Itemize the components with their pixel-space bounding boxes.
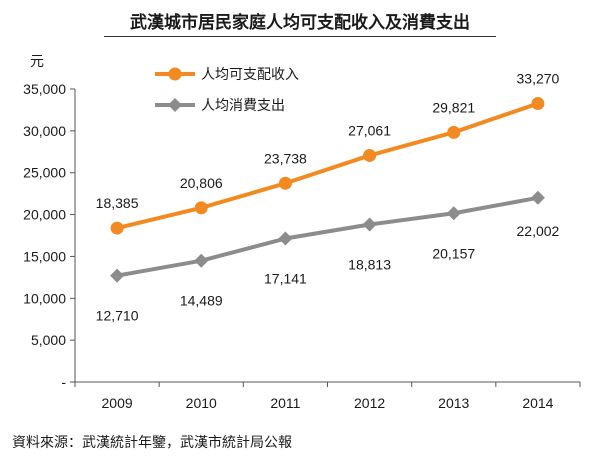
data-point bbox=[447, 125, 461, 139]
chart-title: 武漢城市居民家庭人均可支配收入及消費支出 bbox=[130, 13, 470, 33]
data-point bbox=[110, 221, 124, 235]
legend-label: 人均消費支出 bbox=[201, 97, 285, 113]
legend-marker bbox=[168, 98, 182, 112]
x-tick-label: 2010 bbox=[186, 395, 217, 411]
data-label: 33,270 bbox=[517, 70, 560, 86]
y-tick-label: 15,000 bbox=[23, 248, 66, 264]
data-point bbox=[363, 148, 377, 162]
y-tick-label: 25,000 bbox=[23, 165, 66, 181]
y-tick-label: 35,000 bbox=[23, 81, 66, 97]
data-label: 29,821 bbox=[432, 99, 475, 115]
y-tick-label: 10,000 bbox=[23, 290, 66, 306]
legend-label: 人均可支配收入 bbox=[201, 66, 299, 82]
x-tick-label: 2011 bbox=[270, 395, 300, 411]
source-note: 資料來源：武漢統計年鑒，武漢市統計局公報 bbox=[12, 435, 292, 451]
data-label: 18,385 bbox=[96, 195, 139, 211]
y-tick-label: 20,000 bbox=[23, 207, 66, 223]
data-label: 23,738 bbox=[264, 150, 307, 166]
data-point bbox=[278, 231, 293, 246]
y-tick-label: 30,000 bbox=[23, 123, 66, 139]
data-label: 27,061 bbox=[348, 122, 391, 138]
data-label: 20,157 bbox=[432, 245, 475, 261]
data-label: 18,813 bbox=[348, 257, 391, 273]
title-underline bbox=[104, 36, 496, 37]
y-axis-unit-label: 元 bbox=[30, 53, 44, 69]
data-point bbox=[194, 253, 209, 268]
data-point bbox=[446, 206, 461, 221]
data-point bbox=[362, 217, 377, 232]
x-tick-label: 2009 bbox=[102, 395, 133, 411]
data-label: 12,710 bbox=[96, 308, 139, 324]
x-tick-label: 2014 bbox=[522, 395, 553, 411]
y-tick-label: 5,000 bbox=[31, 332, 66, 348]
data-point bbox=[531, 96, 545, 110]
series-line-2 bbox=[116, 195, 539, 278]
data-point bbox=[194, 201, 208, 215]
series-line-1 bbox=[116, 101, 539, 231]
y-tick-label: - bbox=[61, 374, 66, 390]
data-point bbox=[278, 176, 292, 190]
data-label: 20,806 bbox=[180, 175, 223, 191]
data-point bbox=[110, 268, 125, 283]
data-label: 22,002 bbox=[517, 223, 560, 239]
x-tick-label: 2013 bbox=[438, 395, 469, 411]
data-label: 17,141 bbox=[264, 271, 307, 287]
data-label: 14,489 bbox=[180, 293, 223, 309]
x-tick-label: 2012 bbox=[354, 395, 385, 411]
legend-marker bbox=[168, 67, 182, 81]
data-point bbox=[530, 190, 545, 205]
